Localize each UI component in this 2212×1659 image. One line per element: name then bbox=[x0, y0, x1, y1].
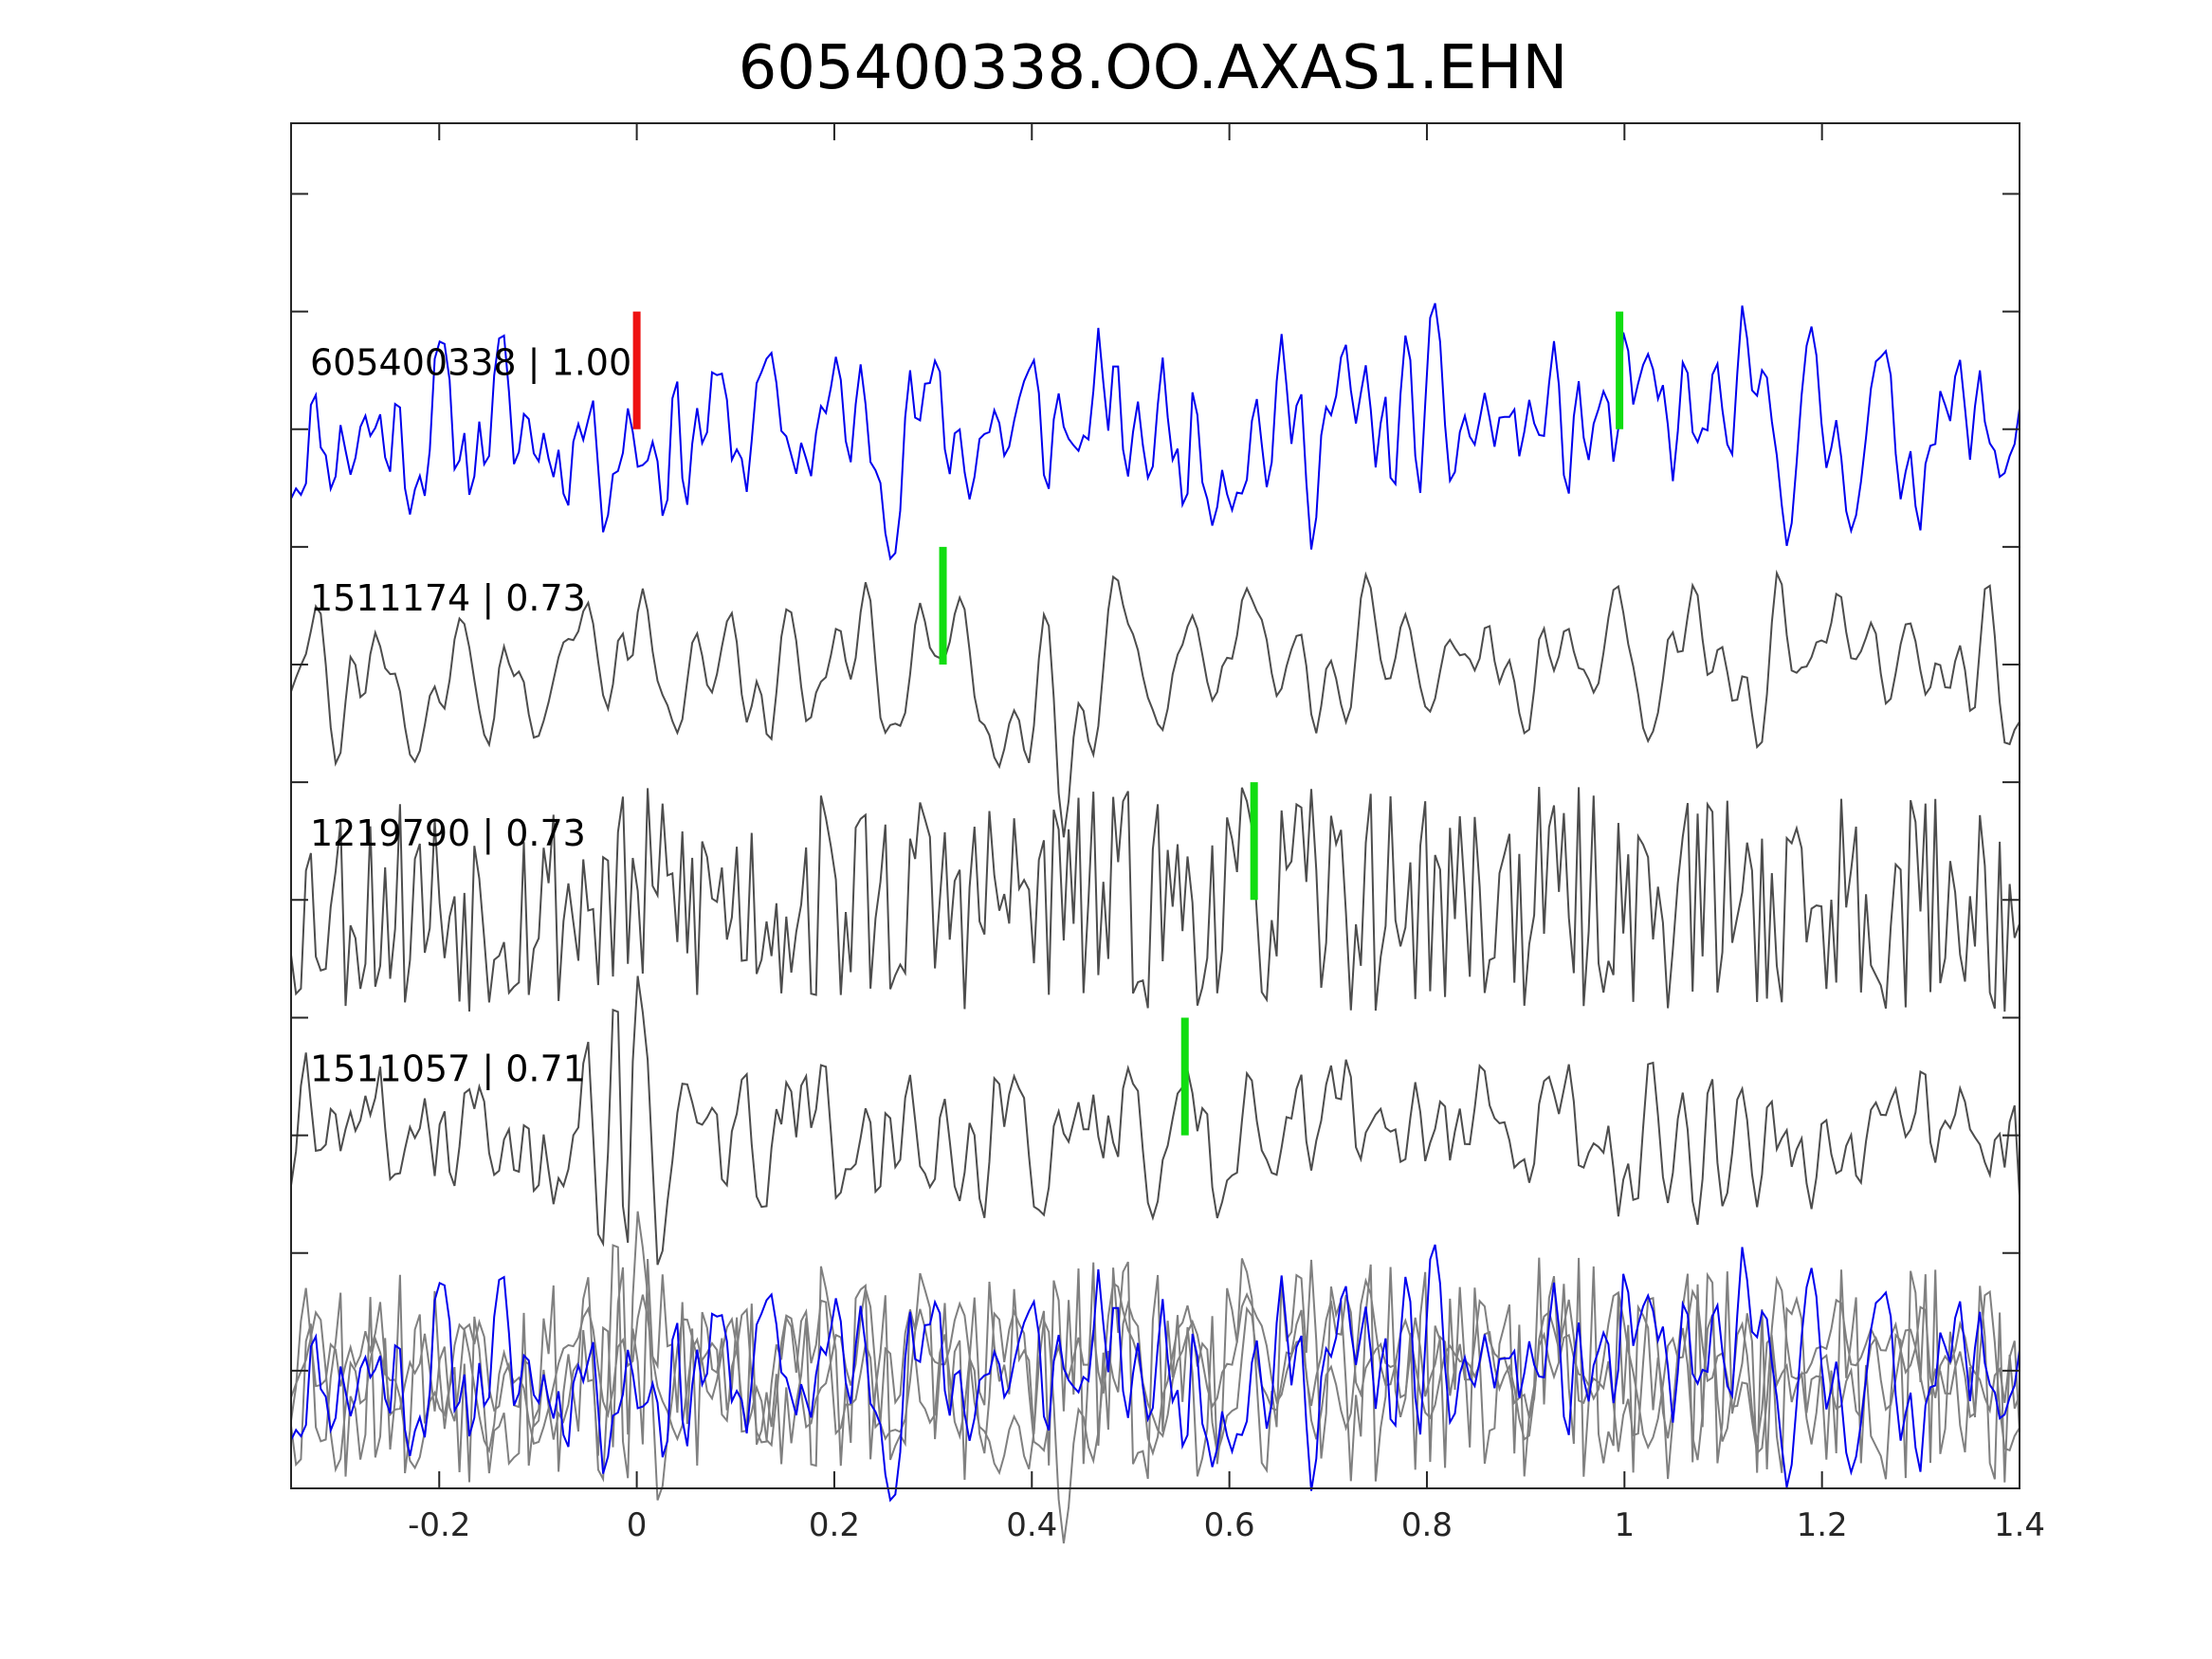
x-tick-label: 1 bbox=[1614, 1506, 1635, 1544]
x-tick-label: 0.6 bbox=[1204, 1506, 1255, 1544]
trace-line bbox=[290, 569, 2020, 838]
trace-label-group: 605400338 | 1.00 1511174 | 0.73 1219790 | … bbox=[310, 342, 631, 1091]
x-tick-label: 1.4 bbox=[1994, 1506, 2045, 1544]
pick-marker-group bbox=[632, 311, 1624, 1136]
plot-frame bbox=[290, 122, 2020, 1489]
trace-group bbox=[290, 302, 2020, 1544]
overlay-primary-trace bbox=[290, 1244, 2020, 1503]
x-tick-label: 1.2 bbox=[1797, 1506, 1848, 1544]
trace-line bbox=[290, 787, 2020, 1012]
x-tick-label: 0.2 bbox=[809, 1506, 860, 1544]
trace-label: 1511057 | 0.71 bbox=[310, 1048, 586, 1090]
trace-label: 1219790 | 0.73 bbox=[310, 812, 586, 855]
trace-label: 1511174 | 0.73 bbox=[310, 577, 586, 620]
trace-label: 605400338 | 1.00 bbox=[310, 342, 631, 385]
trace-line bbox=[290, 975, 2020, 1266]
chart-title: 605400338.OO.AXAS1.EHN bbox=[739, 33, 1568, 103]
x-tick-label: 0.8 bbox=[1401, 1506, 1453, 1544]
x-tick-label: 0 bbox=[627, 1506, 648, 1544]
x-tick-label: -0.2 bbox=[408, 1506, 470, 1544]
trace-line bbox=[290, 302, 2020, 561]
x-tick-label: 0.4 bbox=[1006, 1506, 1057, 1544]
axis-ticks: -0.2 0 0.2 0.4 0.6 0.8 1 1.2 1.4 bbox=[291, 123, 2045, 1544]
